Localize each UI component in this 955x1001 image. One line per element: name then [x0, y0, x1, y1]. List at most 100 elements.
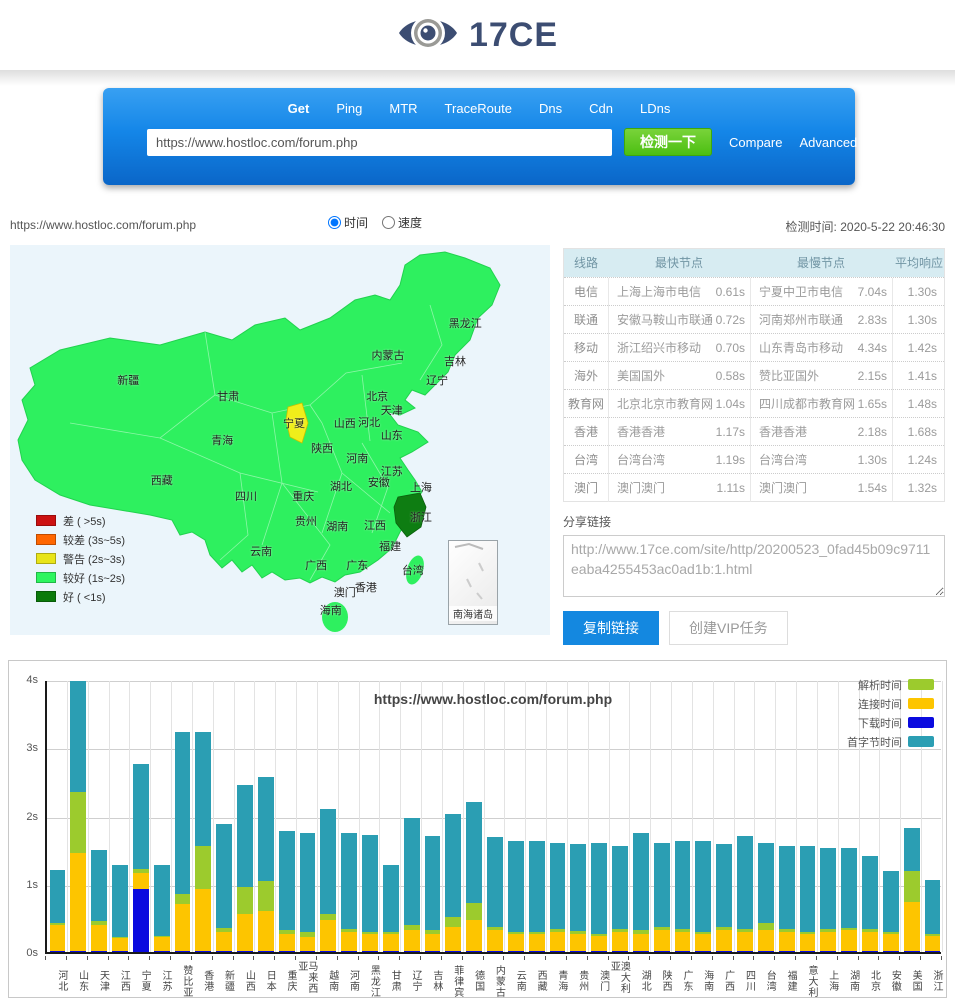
tab-ldns[interactable]: LDns — [639, 101, 671, 116]
bar-segment-解析时间 — [612, 929, 628, 932]
radio-speed-input[interactable] — [382, 216, 396, 229]
map-legend-item: 较差 (3s~5s) — [36, 530, 125, 549]
x-label-新疆: 新疆 — [222, 970, 234, 992]
x-label-安徽: 安徽 — [889, 970, 901, 992]
advanced-link[interactable]: Advanced — [799, 134, 858, 150]
x-label-天津: 天津 — [97, 970, 109, 992]
radio-time[interactable]: 时间 — [328, 214, 368, 231]
bar-segment-解析时间 — [382, 931, 399, 934]
x-label-澳大利亚: 澳大利亚 — [608, 961, 630, 994]
eye-logo-icon[interactable] — [397, 10, 459, 61]
x-tick — [45, 956, 46, 960]
map-legend: 差 ( >5s) 较差 (3s~5s) 警告 (2s~3s) 较好 (1s~2s) 好 … — [36, 511, 125, 606]
create-vip-task-button[interactable]: 创建VIP任务 — [669, 611, 788, 645]
bar-四川 — [737, 835, 753, 952]
gridline-vertical — [87, 681, 89, 952]
bar-segment-解析时间 — [299, 931, 316, 937]
tab-traceroute[interactable]: TraceRoute — [444, 101, 512, 116]
gridline-vertical — [754, 681, 756, 952]
bar-segment-连接时间 — [424, 933, 441, 951]
cell-average-response: 1.24s — [892, 446, 946, 474]
bar-西藏 — [528, 841, 545, 952]
url-input[interactable] — [147, 128, 612, 156]
logo-text[interactable]: 17CE — [468, 15, 559, 54]
x-tick — [190, 956, 192, 960]
x-tick — [649, 956, 651, 960]
gridline-vertical — [191, 681, 193, 952]
tab-dns[interactable]: Dns — [538, 101, 563, 116]
cell-slowest-time: 2.18s — [857, 425, 887, 439]
run-test-button[interactable]: 检测一下 — [624, 128, 712, 156]
radio-speed[interactable]: 速度 — [382, 214, 422, 231]
bar-香港 — [195, 732, 212, 952]
map-label-青海: 青海 — [211, 435, 234, 447]
map-legend-item: 差 ( >5s) — [36, 511, 125, 530]
map-label-北京: 北京 — [366, 390, 389, 403]
compare-link[interactable]: Compare — [729, 134, 783, 150]
bar-segment-首字节时间 — [924, 880, 941, 934]
cell-average-response: 1.48s — [892, 390, 946, 418]
bar-segment-下载时间 — [674, 950, 691, 952]
bar-segment-下载时间 — [507, 950, 524, 952]
map-legend-item: 警告 (2s~3s) — [36, 549, 125, 568]
bar-segment-首字节时间 — [195, 732, 212, 847]
map-label-天津: 天津 — [380, 404, 403, 417]
x-tick — [920, 956, 922, 960]
cell-slowest-node: 赞比亚国外 — [750, 362, 854, 390]
x-label-山东: 山东 — [76, 970, 88, 992]
bar-云南 — [507, 841, 524, 952]
bar-segment-连接时间 — [841, 930, 858, 951]
bar-segment-连接时间 — [299, 937, 316, 951]
table-header-row: 线路 最快节点 最慢节点 平均响应 — [564, 249, 944, 277]
gridline-vertical — [691, 681, 693, 952]
bar-segment-解析时间 — [174, 894, 191, 905]
copy-link-button[interactable]: 复制链接 — [563, 611, 659, 645]
bar-segment-连接时间 — [320, 919, 337, 951]
bar-segment-下载时间 — [257, 950, 274, 952]
bar-segment-连接时间 — [49, 924, 66, 951]
cell-slowest-node: 山东青岛市移动 — [750, 334, 854, 362]
x-tick — [690, 956, 692, 960]
tab-ping[interactable]: Ping — [336, 101, 363, 116]
tab-get[interactable]: Get — [287, 101, 310, 116]
chart-title: https://www.hostloc.com/forum.php — [373, 691, 613, 707]
x-tick — [586, 956, 588, 960]
bar-segment-下载时间 — [737, 950, 753, 952]
bar-segment-首字节时间 — [70, 681, 87, 792]
bar-segment-连接时间 — [737, 931, 753, 951]
bar-辽宁 — [403, 817, 420, 952]
bar-segment-首字节时间 — [132, 764, 149, 870]
bar-segment-解析时间 — [882, 931, 899, 934]
map-label-河南: 河南 — [346, 452, 369, 465]
x-tick — [274, 956, 276, 960]
bar-segment-解析时间 — [216, 928, 233, 932]
gridline-vertical — [441, 681, 443, 952]
bar-segment-首字节时间 — [382, 864, 399, 932]
x-tick — [65, 956, 67, 960]
tab-mtr[interactable]: MTR — [389, 101, 418, 116]
chart-legend-item-解析时间: 解析时间 — [847, 675, 934, 694]
bar-segment-首字节时间 — [445, 814, 462, 917]
tab-cdn[interactable]: Cdn — [589, 101, 613, 116]
cell-fastest-time: 1.19s — [715, 453, 745, 467]
x-tick — [565, 956, 567, 960]
x-tick — [295, 956, 297, 960]
bar-山东 — [70, 681, 87, 952]
y-tick-4s: 4s — [26, 674, 38, 686]
bar-segment-连接时间 — [70, 853, 87, 951]
radio-time-input[interactable] — [328, 216, 341, 229]
x-tick — [836, 956, 838, 960]
bar-segment-下载时间 — [862, 950, 878, 952]
gridline-vertical — [296, 681, 298, 952]
bar-意大利 — [799, 846, 816, 952]
province-ningxia-warning — [285, 402, 309, 444]
bar-越南 — [320, 808, 337, 952]
bar-segment-解析时间 — [445, 916, 462, 927]
bar-segment-首字节时间 — [820, 847, 837, 929]
cell-line-name: 澳门 — [573, 481, 598, 495]
map-label-重庆: 重庆 — [292, 491, 315, 504]
chart-legend-label: 首字节时间 — [847, 736, 902, 749]
bar-江苏 — [153, 864, 170, 952]
share-link-textarea[interactable]: http://www.17ce.com/site/http/20200523_0… — [563, 535, 945, 597]
bar-segment-解析时间 — [341, 928, 358, 932]
